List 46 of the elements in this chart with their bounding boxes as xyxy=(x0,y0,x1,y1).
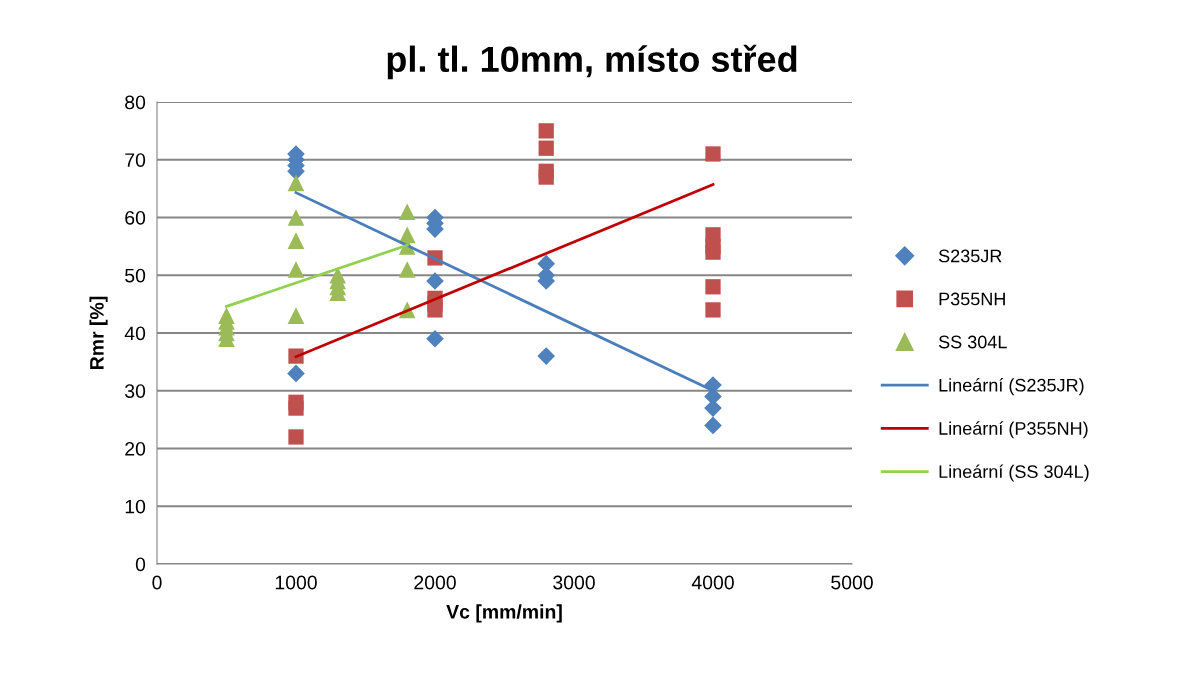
point xyxy=(287,174,305,192)
legend-label: Lineární (S235JR) xyxy=(939,378,1084,396)
y-tick-label: 10 xyxy=(125,499,146,514)
y-tick-label: 70 xyxy=(125,153,146,167)
x-tick-label: 1000 xyxy=(275,575,317,590)
legend-label: P355NH xyxy=(939,292,1005,306)
point xyxy=(287,261,305,278)
point xyxy=(398,261,416,278)
point xyxy=(705,244,721,260)
legend-label: Lineární (P355NH) xyxy=(939,421,1088,439)
legend-label: S235JR xyxy=(938,249,1002,263)
legend-label: Lineární (SS 304L) xyxy=(939,464,1089,482)
point xyxy=(287,307,305,325)
point xyxy=(538,140,554,156)
legend-label: SS 304L xyxy=(938,335,1007,349)
y-tick-label: 50 xyxy=(125,268,146,283)
x-tick-label: 4000 xyxy=(691,575,734,590)
point xyxy=(288,429,304,445)
y-axis-title: Rmr [%] xyxy=(89,296,108,369)
point xyxy=(288,400,304,416)
x-tick-label: 2000 xyxy=(414,575,456,590)
point xyxy=(704,416,722,435)
x-tick-label: 5000 xyxy=(831,575,873,590)
y-tick-label: 60 xyxy=(125,210,146,225)
y-tick-label: 20 xyxy=(125,441,146,456)
point xyxy=(538,123,554,139)
point xyxy=(705,279,721,295)
x-axis-title: Vc [mm/min] xyxy=(446,604,562,623)
point xyxy=(287,209,305,226)
y-tick-label: 40 xyxy=(124,326,146,341)
point xyxy=(705,302,721,318)
y-tick-label: 0 xyxy=(135,557,146,572)
x-tick-label: 0 xyxy=(152,575,162,590)
x-tick-label: 3000 xyxy=(553,575,595,590)
point xyxy=(398,203,416,221)
point xyxy=(287,364,305,383)
y-tick-label: 30 xyxy=(125,384,146,398)
point xyxy=(705,146,721,162)
point xyxy=(426,272,444,290)
point xyxy=(426,329,444,348)
chart-title: pl. tl. 10mm, místo střed xyxy=(387,44,797,80)
point xyxy=(287,232,305,249)
point xyxy=(538,169,554,185)
point xyxy=(537,347,556,365)
point xyxy=(427,302,443,318)
y-tick-label: 80 xyxy=(125,95,146,110)
